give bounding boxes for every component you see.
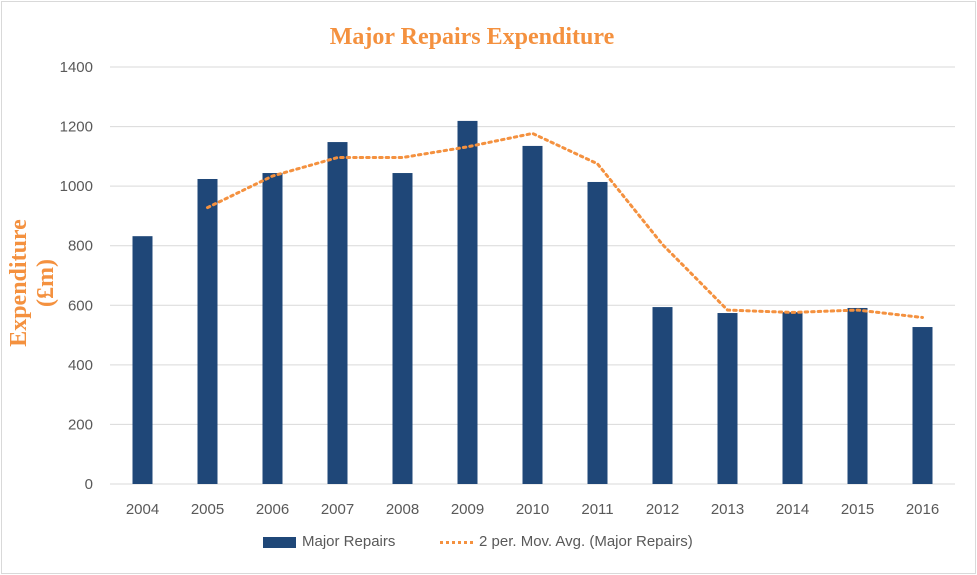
y-tick-label: 1400: [60, 59, 93, 76]
y-tick-label: 800: [68, 238, 93, 255]
bar: [392, 173, 413, 484]
x-tick-label: 2005: [191, 501, 224, 518]
bar: [587, 181, 608, 485]
legend-label-line: 2 per. Mov. Avg. (Major Repairs): [479, 533, 693, 550]
moving-average-line: [206, 131, 924, 319]
y-tick-label: 200: [68, 416, 93, 433]
x-tick-label: 2007: [321, 501, 354, 518]
bar: [262, 173, 283, 484]
bar: [847, 307, 868, 484]
x-tick-label: 2013: [711, 501, 744, 518]
bar: [197, 178, 218, 484]
bar: [327, 142, 348, 484]
y-tick-label: 600: [68, 297, 93, 314]
legend-item-bars: Major Repairs: [263, 533, 395, 550]
legend-item-line: 2 per. Mov. Avg. (Major Repairs): [440, 533, 693, 550]
bar: [782, 312, 803, 484]
x-tick-label: 2016: [906, 501, 939, 518]
bar: [652, 307, 673, 484]
y-tick-label: 400: [68, 357, 93, 374]
x-tick-label: 2014: [776, 501, 809, 518]
x-tick-label: 2012: [646, 501, 679, 518]
legend-label-bars: Major Repairs: [302, 533, 396, 550]
bar: [132, 236, 153, 484]
x-tick-label: 2011: [581, 501, 613, 518]
chart-title: Major Repairs Expenditure: [329, 24, 615, 50]
x-tick-label: 2009: [451, 501, 484, 518]
bar: [717, 313, 738, 484]
y-tick-label: 0: [85, 476, 93, 493]
y-tick-label: 1000: [60, 178, 93, 195]
legend-swatch-line: [440, 540, 473, 544]
x-tick-label: 2015: [841, 501, 874, 518]
x-tick-label: 2006: [256, 501, 289, 518]
x-tick-label: 2004: [126, 501, 159, 518]
y-tick-label: 1200: [60, 119, 93, 136]
legend-swatch-bars: [263, 536, 296, 548]
x-tick-label: 2010: [516, 501, 549, 518]
bar: [522, 145, 543, 485]
bar: [912, 327, 933, 484]
x-tick-label: 2008: [386, 501, 419, 518]
bar: [457, 120, 478, 484]
